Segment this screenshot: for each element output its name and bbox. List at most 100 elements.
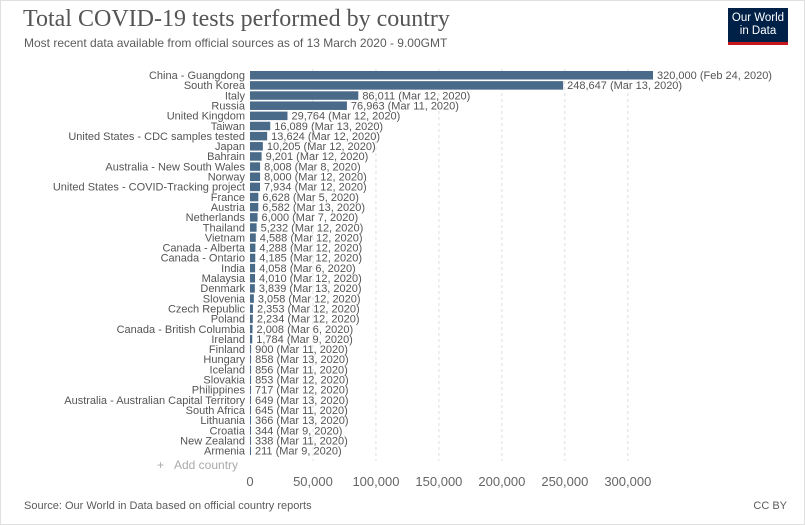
category-label: Australia - Australian Capital Territory [64, 395, 245, 407]
add-country-label: Add country [174, 458, 238, 472]
value-label: 211 (Mar 9, 2020) [255, 446, 342, 458]
bar[interactable] [250, 385, 251, 395]
x-tick-label: 150,000 [415, 474, 462, 489]
bar[interactable] [250, 192, 259, 202]
bar[interactable] [250, 243, 256, 253]
bar[interactable] [250, 202, 259, 212]
category-label: Austria [211, 202, 246, 214]
category-label: United States - COVID-Tracking project [53, 182, 245, 194]
bar[interactable] [250, 446, 251, 456]
value-label: 3,058 (Mar 12, 2020) [258, 293, 361, 305]
value-label: 645 (Mar 11, 2020) [255, 405, 348, 417]
category-label: Malaysia [202, 273, 246, 285]
bar[interactable] [250, 416, 251, 425]
bar[interactable] [250, 274, 256, 283]
bar[interactable] [250, 152, 262, 161]
x-tick-label: 300,000 [604, 474, 651, 489]
category-label: Ireland [211, 334, 245, 346]
bar[interactable] [250, 91, 359, 100]
category-label: Taiwan [211, 121, 245, 133]
value-label: 29,764 (Mar 12, 2020) [291, 111, 400, 123]
bar[interactable] [250, 253, 256, 263]
category-label: New Zealand [180, 435, 245, 447]
category-label: Canada - British Columbia [117, 324, 246, 336]
chart-title: Total COVID-19 tests performed by countr… [23, 6, 450, 32]
value-label: 16,089 (Mar 13, 2020) [274, 121, 383, 133]
category-label: Hungary [203, 354, 245, 366]
value-label: 4,588 (Mar 12, 2020) [260, 232, 363, 244]
category-label: Slovenia [203, 293, 246, 305]
value-label: 2,008 (Mar 6, 2020) [257, 324, 354, 336]
logo-line-2: in Data [739, 25, 777, 37]
bar[interactable] [250, 81, 564, 90]
value-label: 10,205 (Mar 12, 2020) [267, 141, 376, 153]
value-label: 1,784 (Mar 9, 2020) [256, 334, 353, 346]
value-label: 7,934 (Mar 12, 2020) [264, 182, 367, 194]
value-label: 853 (Mar 12, 2020) [255, 375, 349, 387]
category-label: South Korea [184, 80, 246, 92]
bar[interactable] [250, 121, 271, 131]
owid-logo[interactable]: Our World in Data [728, 8, 788, 45]
category-label: Armenia [204, 446, 246, 458]
category-label: India [221, 263, 246, 275]
value-label: 320,000 (Feb 24, 2020) [657, 70, 772, 82]
value-label: 86,011 (Mar 12, 2020) [362, 90, 470, 102]
value-label: 649 (Mar 13, 2020) [255, 395, 349, 407]
bar[interactable] [250, 426, 251, 435]
bar[interactable] [250, 284, 255, 293]
category-label: Bahrain [207, 151, 245, 163]
category-label: Vietnam [205, 232, 245, 244]
bar[interactable] [250, 324, 253, 334]
category-label: South Africa [186, 405, 246, 417]
value-label: 4,185 (Mar 12, 2020) [259, 253, 362, 265]
x-tick-label: 200,000 [478, 474, 525, 489]
bar[interactable] [250, 395, 251, 405]
value-label: 5,232 (Mar 12, 2020) [261, 222, 364, 234]
value-label: 9,201 (Mar 12, 2020) [266, 151, 369, 163]
bar[interactable] [250, 172, 261, 182]
category-label: Slovakia [203, 375, 245, 387]
bar[interactable] [250, 101, 347, 110]
value-label: 366 (Mar 13, 2020) [255, 415, 349, 427]
category-label: Czech Republic [168, 303, 246, 315]
bar[interactable] [250, 142, 263, 151]
bar[interactable] [250, 131, 268, 141]
bar[interactable] [250, 162, 261, 171]
bar[interactable] [250, 365, 252, 374]
bar[interactable] [250, 345, 252, 354]
x-tick-label: 100,000 [352, 474, 399, 489]
bar[interactable] [250, 223, 257, 232]
value-label: 4,058 (Mar 6, 2020) [259, 263, 356, 275]
bar[interactable] [250, 355, 252, 364]
bar[interactable] [250, 182, 260, 192]
bar[interactable] [250, 304, 253, 313]
bar[interactable] [250, 314, 253, 324]
bar[interactable] [250, 233, 256, 242]
value-label: 4,288 (Mar 12, 2020) [259, 243, 362, 255]
category-label: China - Guangdong [149, 70, 245, 82]
value-label: 13,624 (Mar 12, 2020) [271, 131, 380, 143]
bar[interactable] [250, 111, 288, 121]
bar[interactable] [250, 405, 251, 415]
bar[interactable] [250, 334, 253, 344]
value-label: 2,353 (Mar 12, 2020) [257, 303, 360, 315]
bar[interactable] [250, 375, 252, 385]
category-label: Russia [211, 100, 246, 112]
value-label: 6,000 (Mar 7, 2020) [262, 212, 359, 224]
add-country-button[interactable]: + Add country [157, 458, 238, 472]
value-label: 6,582 (Mar 13, 2020) [262, 202, 365, 214]
chart-subtitle: Most recent data available from official… [24, 36, 448, 50]
bar[interactable] [250, 294, 254, 303]
bar[interactable] [250, 436, 251, 445]
category-label: Australia - New South Wales [105, 161, 245, 173]
bar[interactable] [250, 263, 256, 273]
x-tick-label: 250,000 [541, 474, 588, 489]
category-label: Norway [208, 172, 246, 184]
license-link[interactable]: CC BY [753, 500, 787, 512]
value-label: 8,008 (Mar 8, 2020) [264, 161, 361, 173]
value-label: 856 (Mar 11, 2020) [255, 364, 348, 376]
bar[interactable] [250, 213, 258, 222]
bar[interactable] [250, 71, 653, 80]
category-label: Japan [215, 141, 245, 153]
